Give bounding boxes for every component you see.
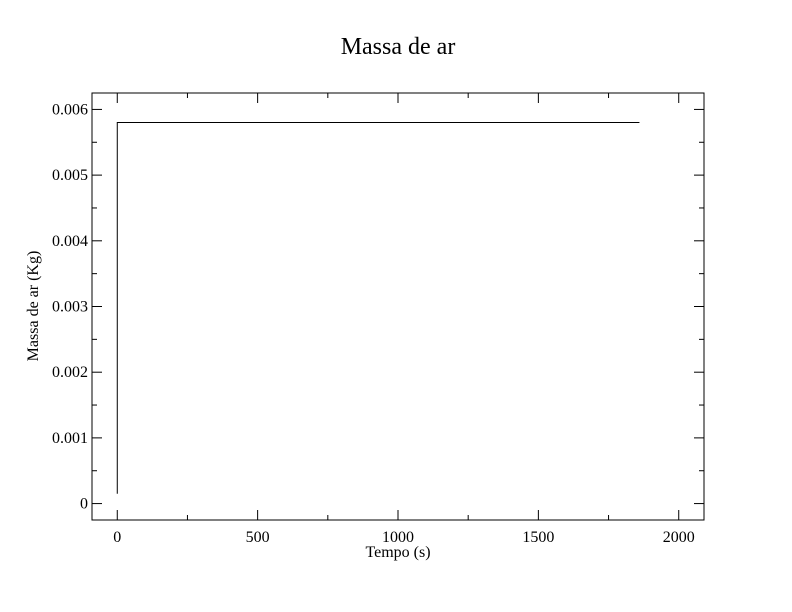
x-axis-label: Tempo (s) [365,544,430,561]
y-axis-ticks: 0 0.001 0.002 0.003 0.004 0.005 0.006 [52,101,704,513]
y-tick-label: 0.001 [52,430,88,447]
y-tick-label: 0 [80,496,88,513]
y-axis-label: Massa de ar (Kg) [25,251,42,362]
series-line [116,122,640,494]
x-tick-label: 1500 [522,529,554,546]
y-tick-label: 0.006 [52,101,88,118]
x-tick-label: 1000 [382,529,414,546]
x-axis-ticks: 0 500 1000 1500 2000 [113,93,695,546]
series-layer [116,122,640,494]
chart-title: Massa de ar [341,34,456,60]
y-tick-label: 0.005 [52,167,88,184]
x-tick-label: 500 [246,529,270,546]
y-tick-label: 0.004 [52,233,88,250]
x-tick-label: 0 [113,529,121,546]
y-tick-label: 0.003 [52,299,88,316]
x-tick-label: 2000 [663,529,695,546]
y-tick-label: 0.002 [52,364,88,381]
